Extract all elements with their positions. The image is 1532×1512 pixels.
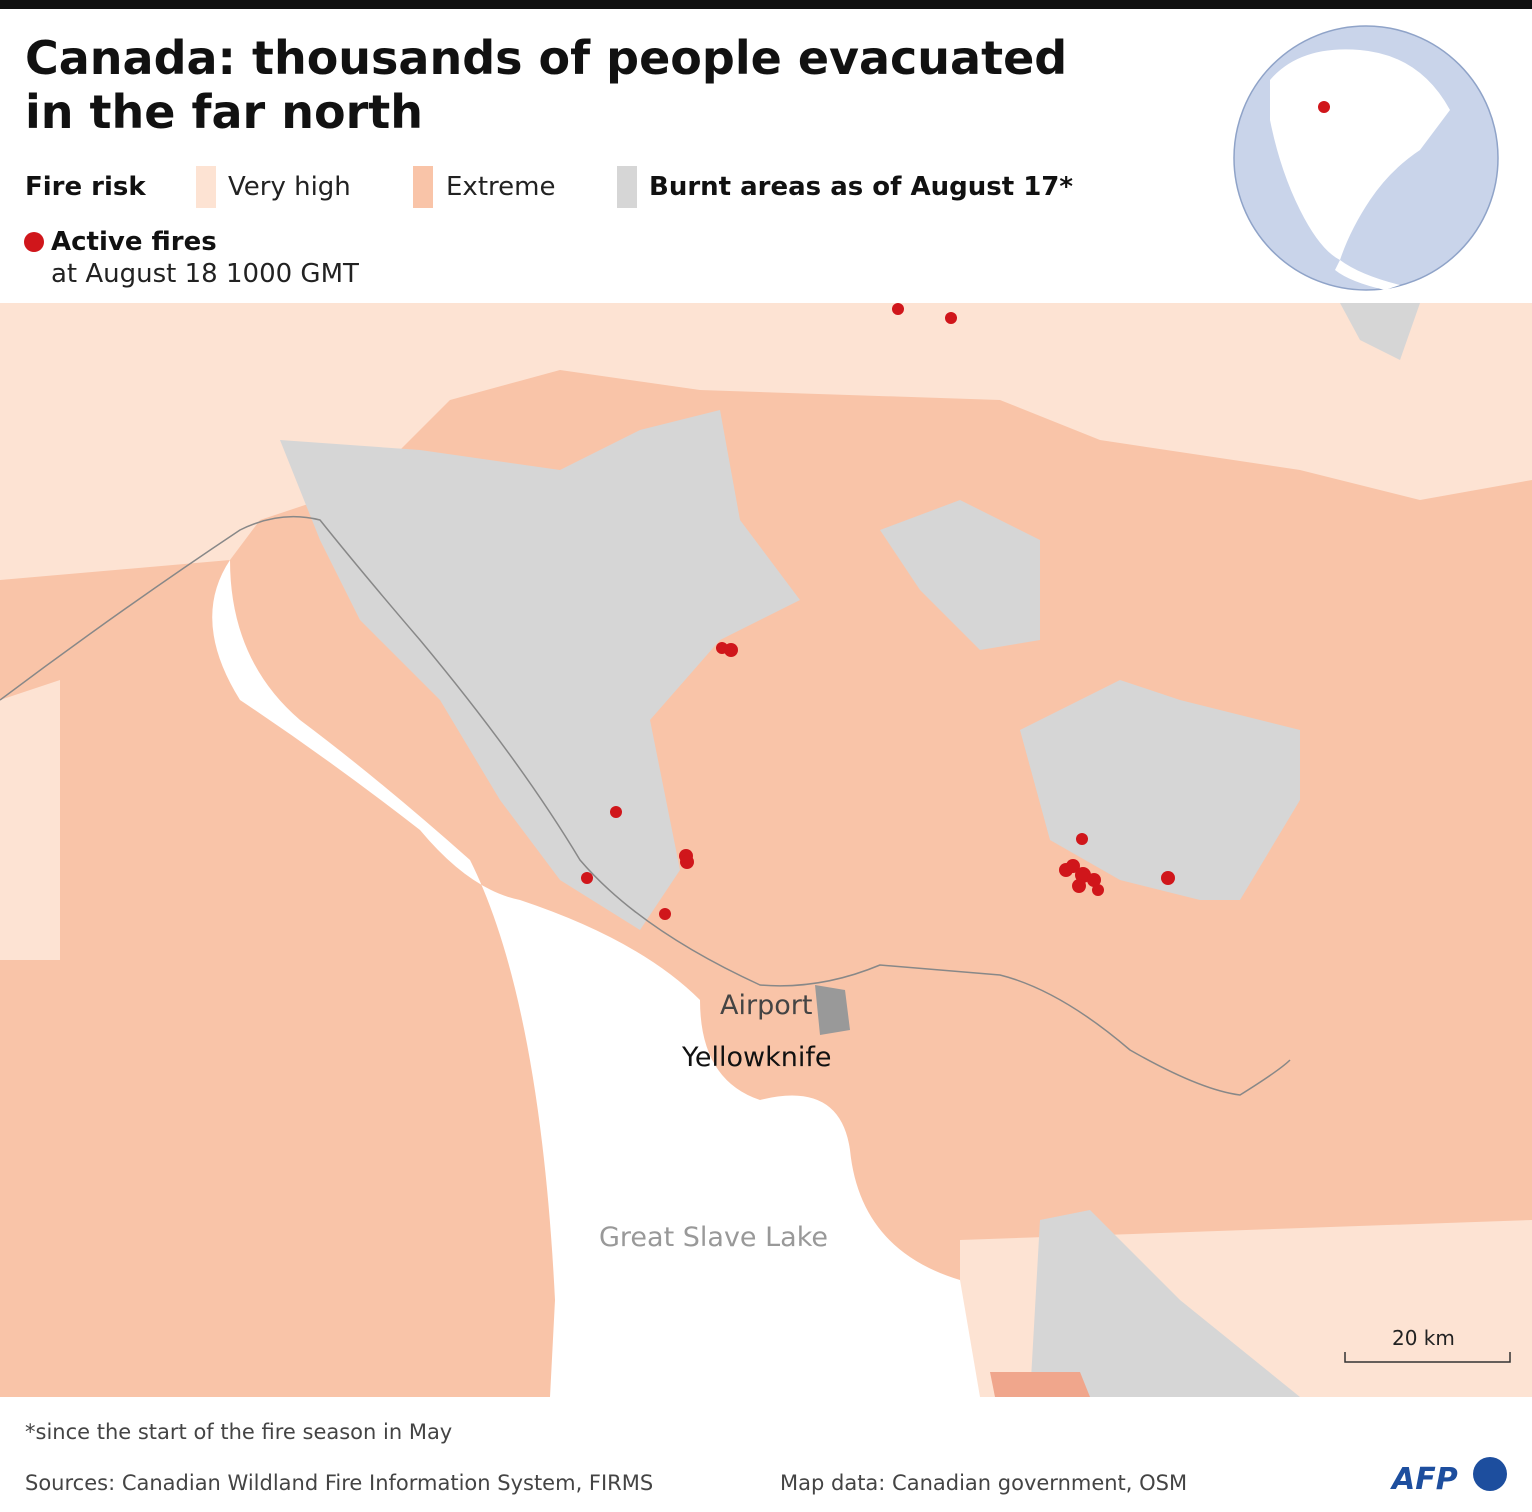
title-line: in the far north [25, 85, 423, 139]
sources: Sources: Canadian Wildland Fire Informat… [25, 1471, 653, 1495]
title-line: Canada: thousands of people evacuated [25, 31, 1067, 85]
legend-dot [24, 232, 44, 252]
legend-sublabel: at August 18 1000 GMT [51, 259, 359, 289]
scale-label: 20 km [1392, 1326, 1455, 1350]
locator-globe [1233, 25, 1499, 291]
legend-swatch [413, 166, 433, 208]
map-data-credit: Map data: Canadian government, OSM [780, 1471, 1187, 1495]
active-fires [581, 303, 1175, 920]
map-label: Yellowknife [681, 1042, 832, 1073]
legend-label: Very high [228, 172, 351, 202]
legend-label: Burnt areas as of August 17* [649, 172, 1073, 202]
map-area: Airport Yellowknife Great Slave Lake 20 … [0, 303, 1532, 1397]
map-label: Great Slave Lake [599, 1222, 828, 1253]
top-bar [0, 0, 1532, 9]
legend-heading: Fire risk [25, 172, 146, 202]
footnote: *since the start of the fire season in M… [25, 1420, 452, 1444]
legend-label: Extreme [446, 172, 555, 202]
legend-swatch [196, 166, 216, 208]
logo-dot [1473, 1457, 1507, 1491]
legend-swatch [617, 166, 637, 208]
legend-label: Active fires [51, 227, 217, 257]
map-label: Airport [720, 990, 812, 1021]
logo: AFP [1390, 1462, 1458, 1497]
scale-bar [1344, 1352, 1511, 1363]
